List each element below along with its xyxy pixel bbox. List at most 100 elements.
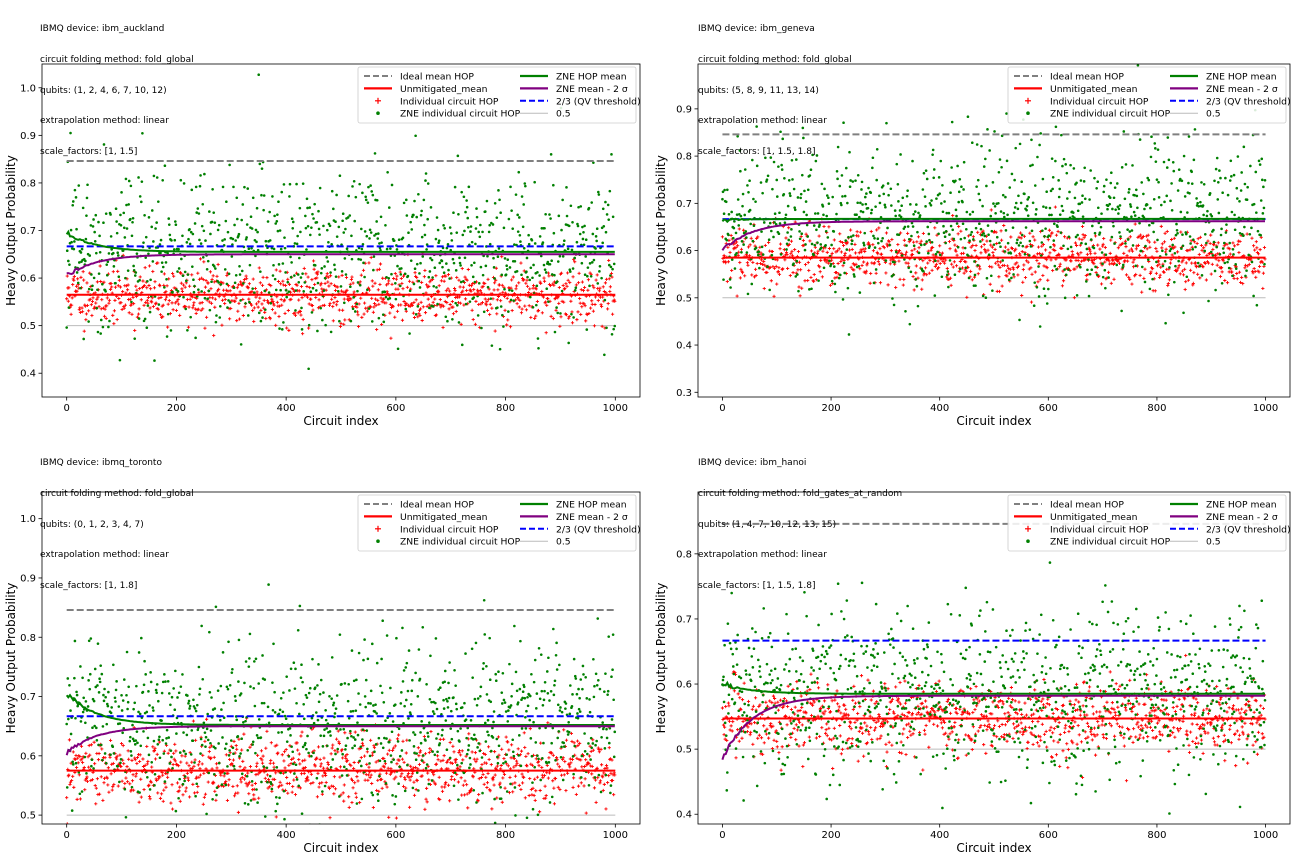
point-zne-hop (582, 231, 585, 234)
point-individual-hop (521, 278, 525, 282)
point-zne-hop (1155, 178, 1159, 181)
point-individual-hop (791, 271, 795, 275)
point-individual-hop (327, 284, 331, 288)
point-zne-hop (543, 268, 547, 271)
point-zne-hop (528, 295, 532, 299)
point-individual-hop (457, 295, 462, 299)
point-zne-hop (924, 169, 928, 172)
point-individual-hop (902, 277, 906, 282)
point-individual-hop (370, 279, 374, 283)
point-individual-hop (1162, 270, 1166, 274)
point-zne-hop (446, 242, 450, 246)
point-individual-hop (209, 301, 214, 305)
point-individual-hop (457, 749, 462, 753)
point-zne-hop (1016, 238, 1019, 242)
point-zne-hop (970, 230, 974, 234)
point-zne-hop (493, 277, 496, 280)
point-zne-hop (412, 213, 415, 217)
point-zne-hop (477, 230, 481, 234)
point-zne-hop (414, 134, 417, 138)
point-individual-hop (515, 761, 519, 765)
point-zne-hop (230, 255, 234, 258)
point-zne-hop (349, 285, 352, 289)
point-zne-hop (277, 200, 280, 204)
point-individual-hop (903, 253, 908, 257)
point-zne-hop (896, 182, 900, 186)
point-zne-hop (1255, 211, 1258, 214)
point-individual-hop (472, 757, 476, 761)
point-zne-hop (284, 271, 287, 274)
point-individual-hop (226, 783, 231, 787)
point-zne-hop (102, 221, 105, 225)
point-individual-hop (353, 304, 357, 309)
point-individual-hop (392, 276, 396, 281)
point-individual-hop (183, 754, 187, 758)
point-zne-hop (273, 214, 276, 218)
legend-label: 2/3 (QV threshold) (1206, 96, 1291, 107)
point-individual-hop (858, 230, 862, 234)
point-zne-hop (378, 242, 381, 245)
point-individual-hop (1079, 251, 1083, 255)
point-zne-hop (740, 250, 743, 254)
chart-header: IBMQ device: ibm_auckland circuit foldin… (40, 4, 194, 177)
point-individual-hop (796, 268, 800, 272)
point-zne-hop (166, 251, 169, 255)
point-individual-hop (151, 745, 155, 749)
point-individual-hop (1208, 241, 1212, 246)
point-individual-hop (246, 286, 250, 290)
point-zne-hop (415, 262, 419, 266)
point-individual-hop (816, 249, 820, 253)
point-individual-hop (778, 247, 782, 251)
point-individual-hop (465, 792, 469, 796)
point-zne-hop (911, 225, 915, 228)
point-individual-hop (938, 261, 942, 266)
point-individual-hop (516, 747, 520, 751)
point-individual-hop (993, 247, 997, 252)
point-individual-hop (1130, 282, 1134, 286)
point-zne-hop (860, 180, 864, 184)
point-zne-hop (581, 225, 584, 229)
point-individual-hop (80, 760, 85, 765)
point-individual-hop (365, 750, 369, 754)
point-individual-hop (1013, 262, 1017, 266)
point-zne-hop (204, 239, 207, 242)
point-individual-hop (251, 308, 255, 313)
point-zne-hop (1216, 198, 1220, 201)
point-individual-hop (440, 785, 444, 789)
header-line: qubits: (1, 2, 4, 6, 7, 10, 12) (40, 85, 167, 96)
point-zne-hop (957, 200, 960, 204)
point-individual-hop (433, 297, 437, 301)
point-zne-hop (772, 235, 775, 239)
point-zne-hop (428, 306, 431, 310)
point-individual-hop (250, 290, 254, 294)
point-individual-hop (237, 317, 242, 321)
point-individual-hop (390, 748, 395, 753)
point-individual-hop (565, 284, 569, 288)
point-zne-hop (1196, 201, 1199, 205)
point-individual-hop (228, 289, 232, 293)
point-individual-hop (246, 771, 250, 775)
point-individual-hop (951, 265, 955, 269)
point-individual-hop (1118, 243, 1122, 247)
point-individual-hop (208, 757, 213, 761)
point-individual-hop (497, 753, 501, 757)
point-zne-hop (1187, 181, 1190, 185)
point-individual-hop (405, 774, 409, 778)
point-zne-hop (109, 213, 112, 216)
point-individual-hop (838, 232, 842, 236)
point-zne-hop (1235, 186, 1239, 190)
point-individual-hop (454, 760, 458, 764)
point-zne-hop (345, 247, 349, 251)
point-zne-hop (101, 282, 104, 286)
point-individual-hop (245, 277, 249, 281)
point-individual-hop (1246, 264, 1250, 268)
point-zne-hop (1144, 244, 1147, 248)
point-individual-hop (448, 289, 452, 293)
point-zne-hop (1004, 195, 1007, 199)
point-individual-hop (275, 300, 279, 304)
point-individual-hop (397, 758, 401, 762)
point-zne-hop (790, 158, 794, 162)
point-zne-hop (1179, 210, 1183, 214)
point-individual-hop (89, 303, 93, 307)
point-zne-hop (872, 234, 875, 238)
